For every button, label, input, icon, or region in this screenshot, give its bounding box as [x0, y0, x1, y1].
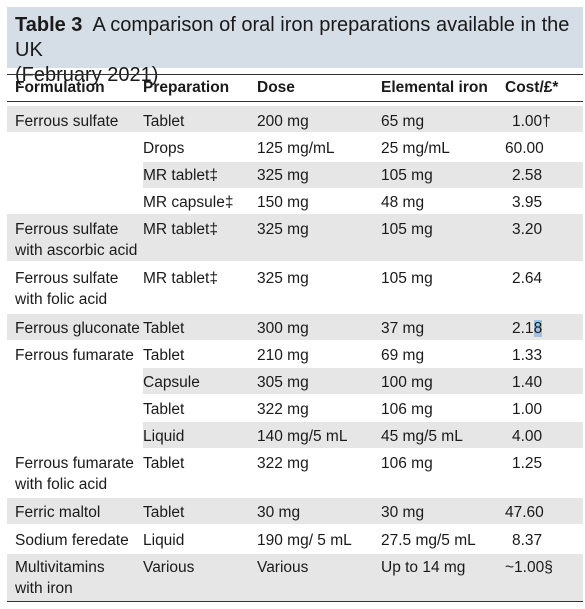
- header-formulation: Formulation: [15, 79, 105, 96]
- cell-elemental-iron: 105 mg: [381, 270, 433, 287]
- table-label: Table 3: [15, 14, 83, 36]
- cell-elemental-iron: 100 mg: [381, 374, 433, 391]
- table-bottom-rule: [7, 601, 583, 602]
- cell-cost: 1.25: [512, 455, 543, 472]
- cell-cost: 2.58: [512, 167, 543, 184]
- cell-dose: 190 mg/ 5 mL: [257, 532, 352, 549]
- cell-formulation: Ferrous sulfate: [15, 113, 119, 130]
- cell-formulation: Ferrous sulfate: [15, 270, 119, 287]
- cell-dose: 30 mg: [257, 504, 301, 521]
- cell-formulation: with folic acid: [15, 476, 108, 493]
- header-cost: Cost/£*: [505, 79, 559, 96]
- table-title-line1: A comparison of oral iron preparations a…: [15, 14, 570, 61]
- cell-elemental-iron: 48 mg: [381, 194, 425, 211]
- cell-elemental-iron: 25 mg/mL: [381, 140, 450, 157]
- cell-preparation: Liquid: [143, 532, 185, 549]
- cell-preparation: Tablet: [143, 455, 185, 472]
- cell-dose: 325 mg: [257, 221, 309, 238]
- cell-formulation: Ferrous fumarate: [15, 455, 134, 472]
- cell-cost: ~1.00§: [505, 559, 553, 576]
- cell-dose: 322 mg: [257, 455, 309, 472]
- cell-dose: Various: [257, 559, 309, 576]
- text-selection-highlight[interactable]: 8: [533, 320, 543, 337]
- cell-dose: 325 mg: [257, 270, 309, 287]
- cell-cost: 1.00†: [512, 113, 551, 130]
- cell-elemental-iron: 37 mg: [381, 320, 425, 337]
- cell-preparation: Liquid: [143, 428, 185, 445]
- cell-cost: 1.40: [512, 374, 543, 391]
- cell-formulation: Ferrous fumarate: [15, 347, 134, 364]
- cell-elemental-iron: Up to 14 mg: [381, 559, 466, 576]
- cell-cost: 60.00: [505, 140, 544, 157]
- cell-formulation: Ferrous gluconate: [15, 320, 140, 337]
- cell-preparation: Drops: [143, 140, 185, 157]
- cell-preparation: MR tablet‡: [143, 167, 218, 184]
- cell-elemental-iron: 27.5 mg/5 mL: [381, 532, 476, 549]
- cell-cost: 3.20: [512, 221, 543, 238]
- cell-formulation: with ascorbic acid: [15, 242, 138, 259]
- cell-formulation: Sodium feredate: [15, 532, 129, 549]
- table-title-line2: (February 2021): [15, 64, 159, 86]
- cell-dose: 322 mg: [257, 401, 309, 418]
- cell-formulation: Ferric maltol: [15, 504, 101, 521]
- cell-cost: 3.95: [512, 194, 543, 211]
- cell-cost: 1.33: [512, 347, 543, 364]
- cell-preparation: Capsule: [143, 374, 200, 391]
- cell-elemental-iron: 106 mg: [381, 455, 433, 472]
- cell-dose: 125 mg/mL: [257, 140, 335, 157]
- cell-dose: 140 mg/5 mL: [257, 428, 348, 445]
- cell-formulation: Ferrous sulfate: [15, 221, 119, 238]
- cell-dose: 200 mg: [257, 113, 309, 130]
- cell-cost: 47.60: [505, 504, 544, 521]
- header-elemental-iron: Elemental iron: [381, 79, 488, 96]
- cell-formulation: with iron: [15, 580, 73, 597]
- cell-dose: 300 mg: [257, 320, 309, 337]
- cell-preparation: Tablet: [143, 320, 185, 337]
- cell-cost: 8.37: [512, 532, 543, 549]
- cell-elemental-iron: 30 mg: [381, 504, 425, 521]
- cell-cost-text: 2.1: [512, 320, 534, 337]
- cell-preparation: MR capsule‡: [143, 194, 234, 211]
- cell-cost: 2.18: [512, 318, 543, 339]
- cell-preparation: Tablet: [143, 504, 185, 521]
- cell-dose: 210 mg: [257, 347, 309, 364]
- cell-dose: 325 mg: [257, 167, 309, 184]
- cell-preparation: Tablet: [143, 113, 185, 130]
- cell-cost: 1.00: [512, 401, 543, 418]
- cell-cost: 2.64: [512, 270, 543, 287]
- header-dose: Dose: [257, 79, 295, 96]
- cell-formulation: with folic acid: [15, 291, 108, 308]
- cell-dose: 150 mg: [257, 194, 309, 211]
- cell-dose: 305 mg: [257, 374, 309, 391]
- cell-cost: 4.00: [512, 428, 543, 445]
- cell-elemental-iron: 106 mg: [381, 401, 433, 418]
- cell-elemental-iron: 105 mg: [381, 221, 433, 238]
- cell-preparation: MR tablet‡: [143, 221, 218, 238]
- cell-preparation: Various: [143, 559, 195, 576]
- table-header: Formulation Preparation Dose Elemental i…: [7, 74, 583, 102]
- cell-preparation: MR tablet‡: [143, 270, 218, 287]
- cell-elemental-iron: 65 mg: [381, 113, 425, 130]
- cell-elemental-iron: 69 mg: [381, 347, 425, 364]
- cell-elemental-iron: 105 mg: [381, 167, 433, 184]
- cell-preparation: Tablet: [143, 347, 185, 364]
- cell-preparation: Tablet: [143, 401, 185, 418]
- header-preparation: Preparation: [143, 79, 230, 96]
- cell-formulation: Multivitamins: [15, 559, 105, 576]
- cell-elemental-iron: 45 mg/5 mL: [381, 428, 463, 445]
